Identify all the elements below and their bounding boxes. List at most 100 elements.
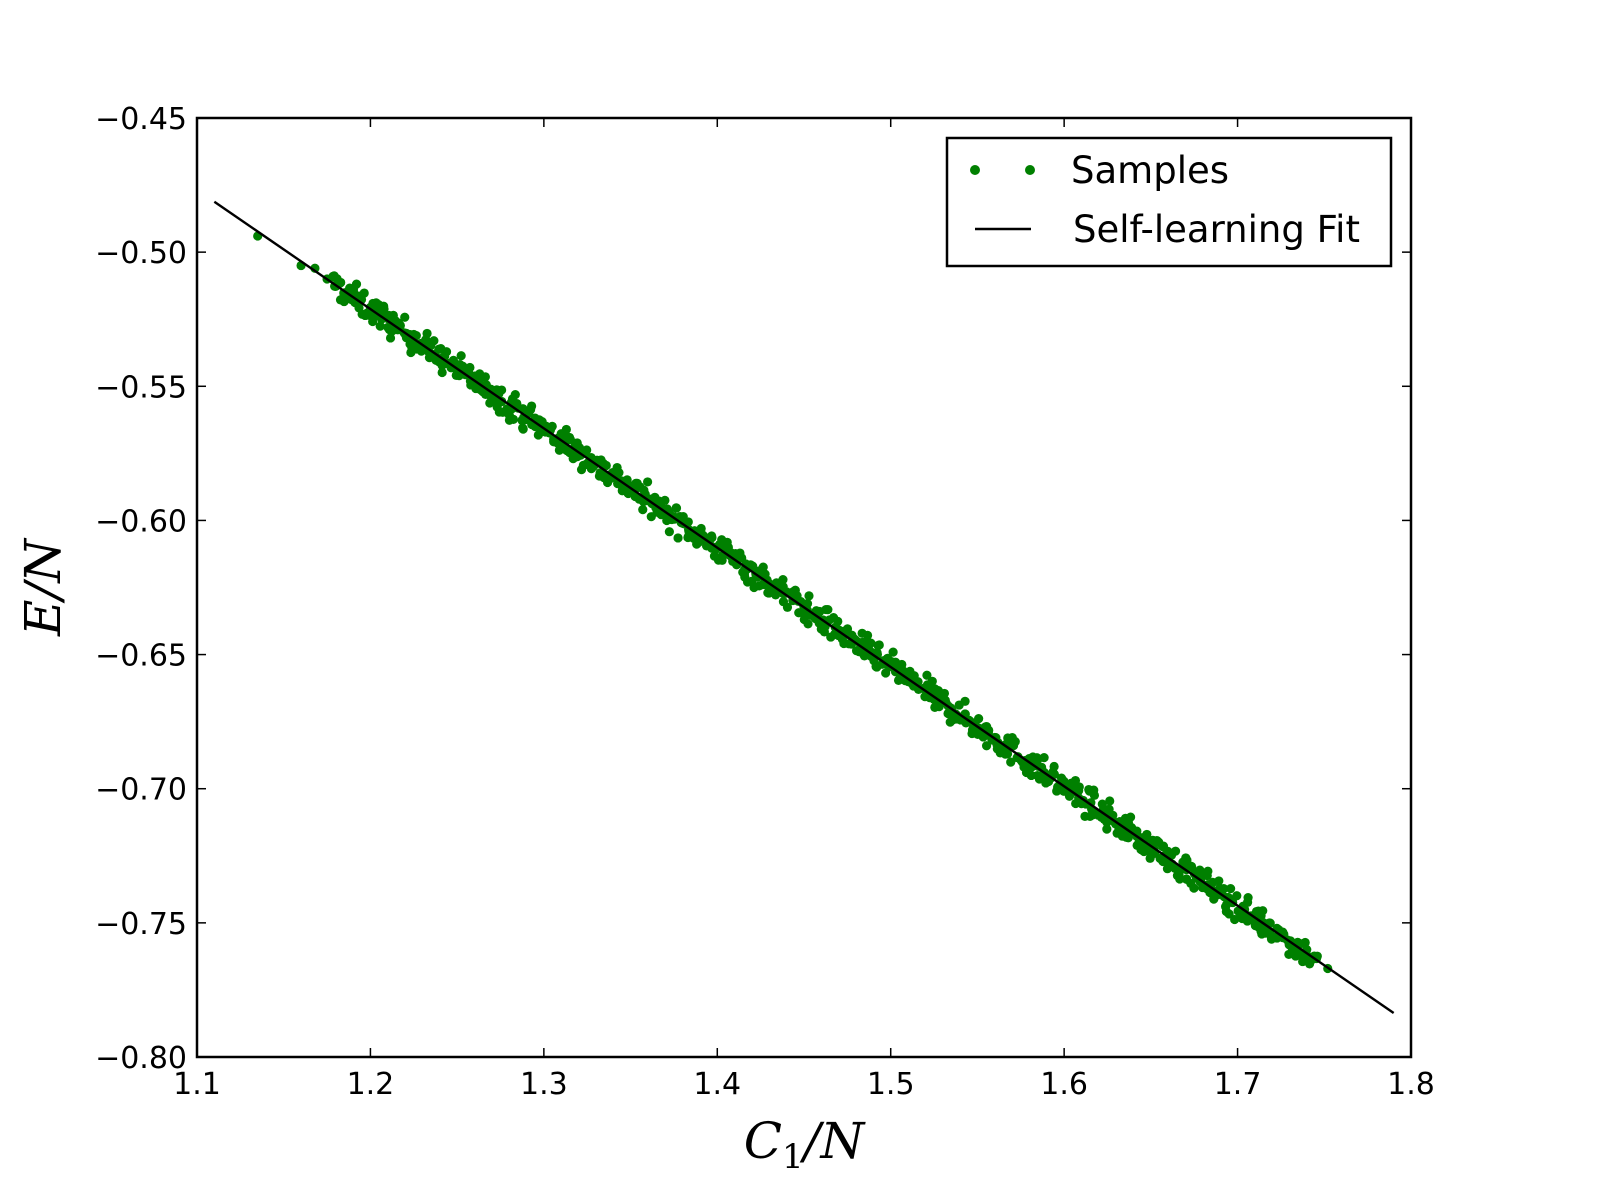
sample-point [748, 561, 758, 571]
sample-point [561, 424, 571, 435]
sample-point [1300, 937, 1310, 948]
sample-point [1230, 914, 1240, 925]
fit-line [213, 200, 1395, 1014]
sample-point [456, 351, 466, 361]
sample-point [612, 462, 622, 473]
x-axis-label: C1/N [744, 1112, 867, 1177]
plot-frame [195, 116, 1413, 1059]
y-tick-label: −0.55 [95, 370, 187, 405]
sample-point [351, 279, 362, 289]
sample-point [1189, 883, 1199, 893]
y-tick-label: −0.60 [95, 504, 187, 539]
sample-point [1006, 757, 1016, 767]
sample-point [1125, 812, 1136, 822]
x-tick-label: 1.3 [520, 1067, 568, 1102]
sample-point [819, 627, 830, 637]
sample-point [582, 445, 592, 455]
sample-point [866, 638, 876, 648]
x-tick-label: 1.6 [1040, 1067, 1088, 1102]
sample-point [547, 421, 557, 432]
sample-point [922, 670, 932, 680]
y-tick-label: −0.80 [95, 1041, 187, 1076]
sample-point [497, 385, 507, 395]
sample-point [803, 619, 813, 629]
sample-point [804, 591, 814, 601]
fit-series [213, 200, 1395, 1014]
sample-point [939, 688, 950, 699]
sample-point [927, 676, 937, 686]
x-axis-label-subscript: 1 [782, 1137, 804, 1177]
sample-point [664, 527, 674, 537]
sample-point [1181, 853, 1191, 863]
sample-point [671, 503, 682, 513]
sample-point [1043, 776, 1054, 787]
sample-point [564, 432, 575, 443]
x-tick-label: 1.7 [1214, 1067, 1262, 1102]
sample-point [1258, 906, 1268, 916]
sample-point [1039, 753, 1049, 763]
sample-point [601, 460, 611, 471]
sample-point [1010, 737, 1020, 747]
sample-point [1243, 893, 1253, 903]
sample-point [823, 605, 833, 615]
x-axis-label-rest: /N [800, 1112, 867, 1170]
sample-point [441, 347, 452, 357]
sample-point [683, 517, 693, 527]
sample-point [510, 390, 520, 400]
sample-point [379, 301, 389, 311]
sample-point [572, 438, 582, 448]
y-tick-label: −0.45 [95, 102, 187, 137]
sample-point [673, 533, 683, 543]
sample-point [660, 495, 670, 505]
legend-marker-samples [970, 165, 980, 175]
sample-point [802, 599, 813, 609]
sample-point [400, 312, 410, 322]
sample-point [760, 569, 770, 579]
legend-box [945, 136, 1393, 268]
sample-point [888, 647, 898, 657]
sample-point [1089, 790, 1100, 800]
sample-point [782, 602, 793, 612]
sample-point [1232, 891, 1242, 901]
sample-point [1203, 866, 1213, 876]
sample-point [429, 336, 439, 346]
sample-point [339, 296, 349, 307]
legend-label-samples: Samples [1071, 149, 1229, 192]
sample-point [639, 485, 649, 495]
samples-series [253, 231, 1333, 974]
sample-point [981, 741, 992, 751]
sample-point [974, 713, 984, 724]
sample-point [1105, 796, 1115, 806]
sample-point [359, 288, 369, 298]
x-tick-label: 1.2 [347, 1067, 395, 1102]
y-tick-label: −0.65 [95, 639, 187, 674]
y-tick-label: −0.75 [95, 907, 187, 942]
sample-point [643, 477, 653, 487]
sample-point [833, 616, 843, 627]
sample-point [778, 575, 788, 585]
sample-point [465, 362, 475, 373]
sample-point [480, 372, 490, 382]
axis-ticks [196, 117, 1412, 1058]
x-tick-label: 1.1 [173, 1067, 221, 1102]
y-tick-label: −0.70 [95, 773, 187, 808]
sample-point [638, 505, 648, 515]
sample-point [518, 424, 528, 434]
sample-point [1214, 876, 1224, 886]
legend-marker-samples [1025, 165, 1035, 175]
sample-point [455, 359, 465, 370]
x-axis-label-main: C [744, 1112, 782, 1170]
sample-point [862, 630, 873, 640]
sample-point [707, 531, 717, 541]
sample-point [508, 414, 518, 424]
x-tick-label: 1.4 [693, 1067, 741, 1102]
sample-point [1170, 846, 1181, 856]
sample-point [794, 608, 804, 618]
sample-point [375, 321, 385, 331]
legend: Samples Self-learning Fit [945, 136, 1393, 268]
sample-point [526, 404, 536, 415]
x-tick-label: 1.8 [1387, 1067, 1435, 1102]
sample-point [771, 590, 781, 600]
sample-point [897, 659, 907, 670]
